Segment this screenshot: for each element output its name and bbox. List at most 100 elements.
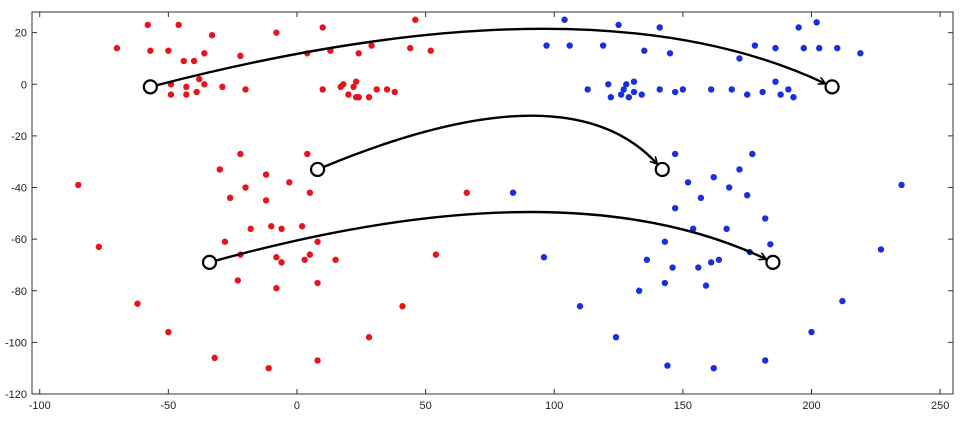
data-point <box>710 173 717 181</box>
data-point <box>355 93 362 101</box>
x-tick-label: 200 <box>802 400 820 412</box>
data-point <box>707 259 715 266</box>
series-layer <box>75 16 905 372</box>
data-point <box>761 357 769 364</box>
data-point <box>671 150 679 158</box>
data-point <box>561 16 568 23</box>
data-point <box>144 21 151 29</box>
data-point <box>211 354 218 362</box>
data-point <box>237 150 244 158</box>
data-point <box>761 215 769 222</box>
highlight-ring <box>142 79 158 95</box>
data-point <box>800 44 807 52</box>
data-point <box>304 150 311 158</box>
data-point <box>278 225 285 233</box>
data-point <box>707 86 715 93</box>
data-point <box>689 225 697 233</box>
highlight-ring <box>765 254 781 270</box>
data-point <box>661 238 669 245</box>
data-point <box>576 303 584 310</box>
data-point <box>147 47 154 54</box>
data-point <box>599 42 607 49</box>
data-point <box>301 256 308 263</box>
data-point <box>857 50 864 57</box>
data-point <box>175 21 182 29</box>
data-point <box>463 189 470 196</box>
data-point <box>314 357 321 364</box>
x-tick-label: -100 <box>29 400 51 412</box>
data-point <box>759 88 766 96</box>
data-point <box>268 223 275 230</box>
data-point <box>643 256 651 263</box>
data-point <box>234 277 242 284</box>
y-axis: 20 0 -20 -40 -60 -80 -100 -120 <box>5 28 953 401</box>
y-tick-label: -40 <box>11 183 27 195</box>
data-point <box>391 88 398 96</box>
data-point <box>183 91 190 98</box>
highlight-ring <box>654 161 670 178</box>
data-point <box>196 75 203 83</box>
data-point <box>666 50 674 57</box>
data-point <box>656 24 663 31</box>
plot-area: -100 -50 0 50 100 150 200 250 200-20-40-60-80-1… <box>5 11 954 412</box>
data-point <box>540 254 548 261</box>
arrow-layer <box>156 27 825 262</box>
data-point <box>623 81 630 88</box>
y-tick-label: -120 <box>5 389 27 401</box>
data-point <box>664 362 671 369</box>
data-point <box>340 81 347 88</box>
data-point <box>134 300 141 307</box>
data-point <box>710 364 717 372</box>
data-point <box>630 88 638 96</box>
data-point <box>165 47 172 54</box>
data-point <box>345 91 352 98</box>
data-point <box>816 44 823 52</box>
data-point <box>620 86 627 93</box>
series-0 <box>75 16 470 372</box>
data-point <box>262 197 270 204</box>
correspondence-arrow <box>215 210 765 262</box>
highlight-ring <box>309 161 326 178</box>
data-point <box>617 91 625 98</box>
data-point <box>772 44 779 52</box>
y-tick-label: -20 <box>11 131 27 143</box>
data-point <box>751 42 759 49</box>
data-point <box>615 21 622 29</box>
data-point <box>352 78 360 85</box>
data-point <box>242 184 249 191</box>
data-point <box>728 86 735 93</box>
data-point <box>566 42 573 49</box>
x-tick-label: 250 <box>931 400 949 412</box>
data-point <box>221 238 229 245</box>
data-point <box>612 334 620 341</box>
data-point <box>808 328 815 336</box>
data-point <box>671 88 679 96</box>
y-tick-label: -80 <box>11 286 27 298</box>
x-tick-label: -50 <box>160 400 176 412</box>
series-1 <box>509 16 905 372</box>
data-point <box>743 91 751 98</box>
data-point <box>247 225 254 233</box>
data-point <box>432 251 440 258</box>
data-point <box>332 256 339 263</box>
data-point <box>877 246 885 253</box>
data-point <box>839 297 846 305</box>
data-point <box>273 284 280 292</box>
data-point <box>368 42 375 49</box>
data-point <box>625 93 633 101</box>
x-tick-label: 0 <box>294 400 300 412</box>
data-point <box>242 86 249 93</box>
x-axis: -100 -50 0 50 100 150 200 250 <box>29 12 949 412</box>
highlight-ring <box>201 254 218 270</box>
data-point <box>399 303 406 310</box>
data-point <box>605 81 612 88</box>
highlight-ring <box>824 79 840 95</box>
data-point <box>383 86 391 93</box>
data-point <box>661 279 669 287</box>
data-point <box>684 179 692 186</box>
data-point <box>95 243 103 251</box>
data-point <box>509 189 517 196</box>
data-point <box>219 83 226 91</box>
y-tick-label: -60 <box>11 234 27 246</box>
